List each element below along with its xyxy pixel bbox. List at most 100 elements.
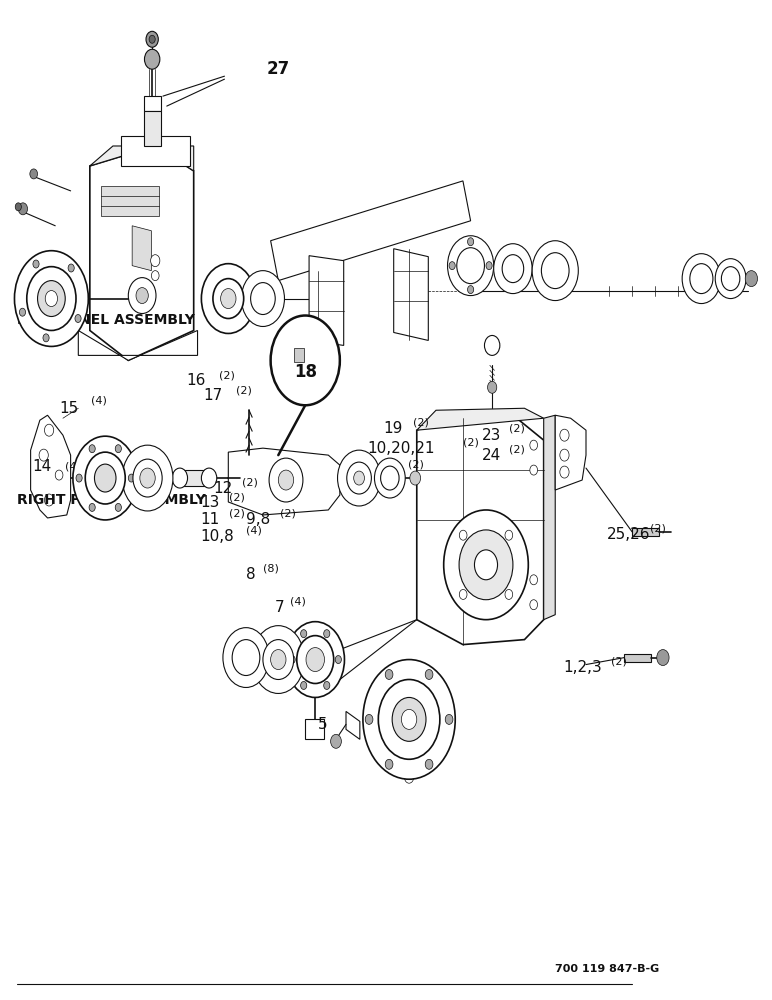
Circle shape bbox=[115, 445, 121, 453]
Circle shape bbox=[475, 550, 497, 580]
Circle shape bbox=[425, 669, 433, 679]
Text: 27: 27 bbox=[267, 60, 290, 78]
Polygon shape bbox=[90, 146, 194, 171]
Circle shape bbox=[363, 660, 455, 779]
Text: (8): (8) bbox=[263, 564, 279, 574]
Text: (2): (2) bbox=[242, 477, 258, 487]
Circle shape bbox=[43, 334, 49, 342]
Circle shape bbox=[149, 35, 155, 43]
Circle shape bbox=[485, 335, 499, 355]
Circle shape bbox=[151, 271, 159, 281]
Text: 7: 7 bbox=[275, 600, 284, 615]
Circle shape bbox=[242, 271, 284, 326]
Polygon shape bbox=[144, 111, 161, 146]
Text: 17: 17 bbox=[203, 388, 222, 403]
Circle shape bbox=[459, 530, 513, 600]
Circle shape bbox=[505, 530, 513, 540]
Circle shape bbox=[15, 251, 88, 346]
Text: 11: 11 bbox=[200, 512, 219, 527]
Text: (4): (4) bbox=[66, 461, 81, 471]
Circle shape bbox=[401, 709, 417, 729]
Polygon shape bbox=[101, 186, 159, 216]
Circle shape bbox=[381, 466, 399, 490]
Circle shape bbox=[76, 474, 82, 482]
Circle shape bbox=[300, 630, 306, 638]
Circle shape bbox=[690, 264, 713, 294]
Circle shape bbox=[94, 464, 116, 492]
Circle shape bbox=[560, 449, 569, 461]
Circle shape bbox=[56, 470, 63, 480]
Circle shape bbox=[286, 622, 344, 697]
Circle shape bbox=[128, 474, 134, 482]
Circle shape bbox=[271, 316, 340, 405]
Circle shape bbox=[263, 640, 293, 680]
Circle shape bbox=[448, 236, 493, 296]
Polygon shape bbox=[78, 330, 198, 360]
Text: 8: 8 bbox=[246, 567, 256, 582]
Text: LEFT PANEL ASSEMBLY: LEFT PANEL ASSEMBLY bbox=[17, 314, 195, 328]
Circle shape bbox=[392, 697, 426, 741]
Text: 5: 5 bbox=[318, 717, 328, 732]
Text: 10,8: 10,8 bbox=[200, 529, 234, 544]
Circle shape bbox=[721, 267, 740, 291]
Text: 15: 15 bbox=[59, 401, 78, 416]
Circle shape bbox=[232, 640, 260, 676]
Circle shape bbox=[19, 203, 28, 215]
Circle shape bbox=[116, 464, 137, 492]
Circle shape bbox=[374, 458, 405, 498]
Circle shape bbox=[354, 471, 364, 485]
Circle shape bbox=[486, 262, 493, 270]
Text: (2): (2) bbox=[236, 385, 252, 395]
Polygon shape bbox=[555, 415, 586, 490]
Polygon shape bbox=[178, 470, 211, 486]
Circle shape bbox=[201, 468, 217, 488]
Circle shape bbox=[269, 458, 303, 502]
Text: (8): (8) bbox=[306, 634, 322, 644]
Circle shape bbox=[385, 759, 393, 769]
Text: (2): (2) bbox=[279, 509, 296, 519]
Circle shape bbox=[15, 203, 22, 211]
Polygon shape bbox=[120, 136, 190, 166]
Polygon shape bbox=[543, 415, 555, 620]
Text: 16: 16 bbox=[186, 373, 205, 388]
Text: 1,2,3: 1,2,3 bbox=[563, 660, 601, 675]
Circle shape bbox=[505, 589, 513, 599]
Circle shape bbox=[715, 259, 746, 299]
Circle shape bbox=[201, 264, 256, 333]
Circle shape bbox=[445, 714, 453, 724]
Circle shape bbox=[337, 450, 381, 506]
Circle shape bbox=[33, 260, 39, 268]
Circle shape bbox=[252, 626, 304, 693]
Circle shape bbox=[405, 771, 414, 783]
Circle shape bbox=[323, 630, 330, 638]
Circle shape bbox=[279, 470, 293, 490]
Circle shape bbox=[300, 681, 306, 689]
Circle shape bbox=[38, 281, 66, 317]
Circle shape bbox=[73, 436, 137, 520]
Text: 700 119 847-B-G: 700 119 847-B-G bbox=[555, 964, 659, 974]
Text: (2): (2) bbox=[509, 444, 525, 454]
Polygon shape bbox=[625, 654, 652, 662]
Circle shape bbox=[140, 468, 155, 488]
Circle shape bbox=[493, 244, 532, 294]
Circle shape bbox=[146, 31, 158, 47]
Circle shape bbox=[410, 471, 421, 485]
Circle shape bbox=[444, 510, 528, 620]
Polygon shape bbox=[417, 418, 543, 645]
Circle shape bbox=[85, 452, 125, 504]
Polygon shape bbox=[346, 711, 360, 739]
Polygon shape bbox=[132, 226, 151, 271]
Circle shape bbox=[89, 445, 95, 453]
Text: 24: 24 bbox=[482, 448, 501, 463]
Circle shape bbox=[115, 503, 121, 511]
Circle shape bbox=[335, 656, 341, 664]
Circle shape bbox=[68, 264, 74, 272]
Circle shape bbox=[347, 462, 371, 494]
Circle shape bbox=[30, 169, 38, 179]
Text: 23: 23 bbox=[482, 428, 502, 443]
Circle shape bbox=[502, 255, 523, 283]
Circle shape bbox=[459, 589, 467, 599]
Text: (2): (2) bbox=[229, 492, 245, 502]
Polygon shape bbox=[293, 348, 303, 362]
Circle shape bbox=[45, 494, 54, 506]
